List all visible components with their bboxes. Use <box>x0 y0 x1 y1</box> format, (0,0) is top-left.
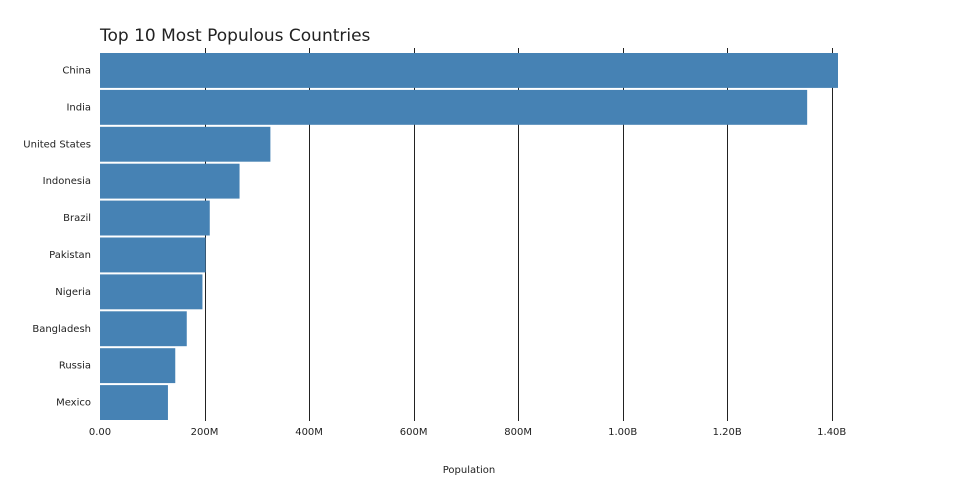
y-tick-label: Nigeria <box>55 287 91 298</box>
bar-mexico <box>100 385 168 420</box>
x-axis-label: Population <box>443 465 496 476</box>
y-tick-label: United States <box>23 139 91 150</box>
bar-brazil <box>100 200 210 236</box>
bar-indonesia <box>100 163 240 199</box>
y-tick-label: Indonesia <box>43 176 91 187</box>
x-tick-label: 1.00B <box>608 427 637 438</box>
bars <box>100 53 838 420</box>
y-tick-label: Russia <box>59 361 91 372</box>
y-tick-label: Bangladesh <box>32 324 91 335</box>
bar-bangladesh <box>100 311 187 347</box>
bar-united-states <box>100 126 271 162</box>
x-tick-label: 1.20B <box>713 427 742 438</box>
bar-india <box>100 89 808 125</box>
bar-pakistan <box>100 237 206 273</box>
chart-title: Top 10 Most Populous Countries <box>99 26 371 46</box>
y-tick-label: China <box>62 65 91 76</box>
y-tick-labels: China India United States Indonesia Brazil Pa… <box>23 65 91 408</box>
y-tick-label: Brazil <box>63 213 91 224</box>
y-tick-label: India <box>66 102 91 113</box>
bar-russia <box>100 348 176 384</box>
x-tick-label: 1.40B <box>817 427 846 438</box>
y-tick-label: Pakistan <box>49 250 91 261</box>
x-tick-label: 800M <box>504 427 532 438</box>
x-tick-label: 0.00 <box>89 427 111 438</box>
x-tick-label: 200M <box>191 427 219 438</box>
x-tick-label: 400M <box>295 427 323 438</box>
bar-nigeria <box>100 274 203 310</box>
y-tick-label: Mexico <box>56 398 91 409</box>
bar-china <box>100 53 838 88</box>
x-tick-label: 600M <box>400 427 428 438</box>
x-tick-labels: 0.00 200M 400M 600M 800M 1.00B 1.20B 1.40B <box>89 427 847 438</box>
